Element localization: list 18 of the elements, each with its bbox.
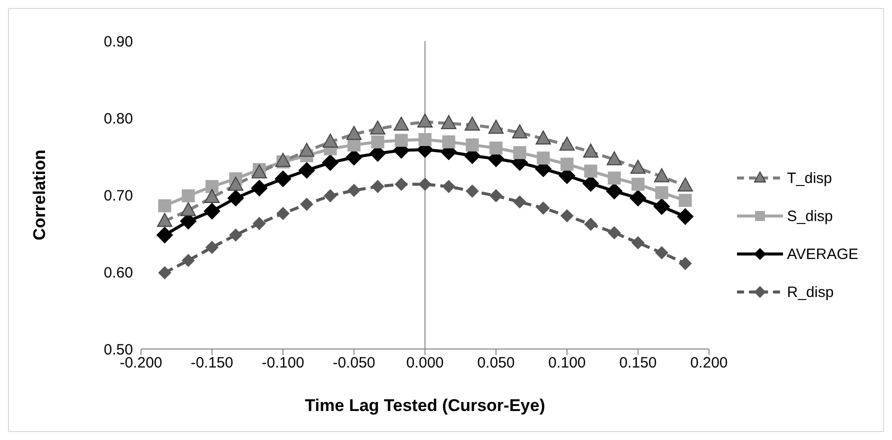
x-tick-label: 0.100 (548, 354, 586, 372)
x-tick-label: -0.050 (332, 354, 376, 372)
x-tick-label: -0.100 (262, 354, 304, 372)
y-tick-label: 0.90 (104, 33, 133, 50)
x-tick-label: 0.150 (619, 354, 657, 372)
y-tick-label: 0.70 (104, 187, 133, 204)
y-tick-label: 0.80 (104, 110, 133, 128)
x-tick-label: -0.150 (190, 354, 234, 372)
x-tick-label: 0.200 (690, 354, 728, 372)
legend-label: S_disp (787, 208, 833, 224)
legend-label: AVERAGE (787, 246, 858, 262)
y-axis-title: Correlation (30, 150, 50, 240)
x-tick-label: 0.050 (477, 354, 515, 372)
legend-label: T_disp (787, 170, 832, 186)
legend-label: R_disp (787, 284, 834, 300)
x-tick-label: 0.000 (406, 354, 444, 372)
x-axis-title: Time Lag Tested (Cursor-Eye) (304, 396, 546, 415)
y-tick-label: 0.60 (104, 264, 133, 282)
